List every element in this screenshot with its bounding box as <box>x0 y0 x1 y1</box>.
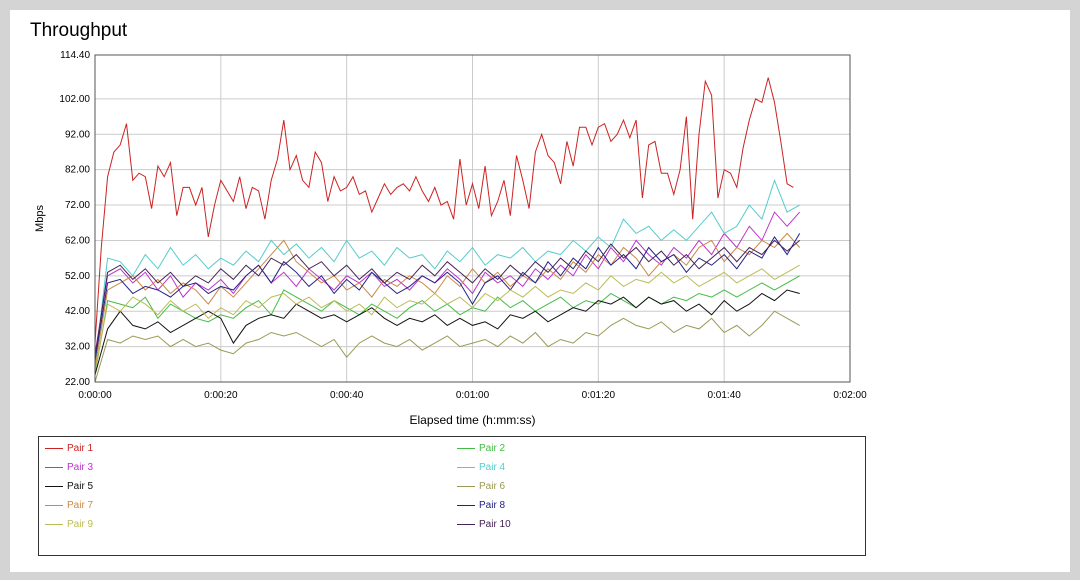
y-tick-label: 102.00 <box>59 94 90 105</box>
legend-item: Pair 5 <box>45 479 93 493</box>
legend-item: Pair 6 <box>457 479 505 493</box>
legend-label: Pair 10 <box>479 518 511 530</box>
y-tick-label: 62.00 <box>65 235 90 246</box>
x-tick-label: 0:01:40 <box>707 390 741 401</box>
x-tick-label: 0:00:00 <box>78 390 112 401</box>
legend-swatch <box>45 485 63 487</box>
y-tick-label: 32.00 <box>65 342 90 353</box>
legend-label: Pair 7 <box>67 499 94 511</box>
y-tick-label: 42.00 <box>65 306 90 317</box>
legend-item: Pair 9 <box>45 517 93 531</box>
series-line-pair-7 <box>94 232 801 368</box>
y-tick-label: 52.00 <box>65 271 90 282</box>
legend-label: Pair 8 <box>479 499 506 511</box>
series-line-pair-6 <box>94 310 800 383</box>
x-axis-label: Elapsed time (h:mm:ss) <box>409 413 535 427</box>
series-line-pair-4 <box>94 178 800 365</box>
legend-item: Pair 4 <box>457 460 505 474</box>
y-axis-label: Mbps <box>34 205 46 232</box>
legend-label: Pair 9 <box>67 518 94 530</box>
legend-label: Pair 3 <box>67 461 94 473</box>
x-tick-label: 0:00:20 <box>204 390 238 401</box>
legend-item: Pair 1 <box>45 441 93 455</box>
chart-panel: Throughput 22.00 32.00 42.00 52.00 62.00 72.0… <box>10 10 1070 572</box>
legend-swatch <box>457 504 475 506</box>
legend-label: Pair 1 <box>67 442 94 454</box>
series-line-pair-8 <box>94 233 801 361</box>
legend-item: Pair 3 <box>45 460 93 474</box>
legend-label: Pair 4 <box>479 461 506 473</box>
x-tick-label: 0:00:40 <box>330 390 364 401</box>
series-line-pair-10 <box>94 239 801 358</box>
series-line-pair-5 <box>94 289 800 376</box>
legend-swatch <box>45 447 63 449</box>
series-line-pair-1 <box>94 77 794 344</box>
legend-swatch <box>457 447 475 449</box>
legend-swatch <box>457 523 475 525</box>
chart-legend: Pair 1 Pair 2 Pair 3 Pair 4 Pair 5 Pair 6 Pair… <box>38 436 866 556</box>
legend-label: Pair 5 <box>67 480 94 492</box>
legend-swatch <box>45 504 63 506</box>
legend-label: Pair 2 <box>479 442 506 454</box>
y-tick-label: 22.00 <box>65 377 90 388</box>
x-tick-label: 0:01:20 <box>582 390 616 401</box>
y-tick-label: 92.00 <box>65 129 90 140</box>
y-tick-label: 72.00 <box>65 200 90 211</box>
legend-swatch <box>45 466 63 468</box>
legend-item: Pair 10 <box>457 517 511 531</box>
chart-title: Throughput <box>30 20 128 41</box>
series-line-pair-9 <box>94 264 800 372</box>
y-tick-label: 82.00 <box>65 165 90 176</box>
legend-item: Pair 7 <box>45 498 93 512</box>
legend-swatch <box>457 485 475 487</box>
throughput-chart: 22.00 32.00 42.00 52.00 62.00 72.00 82.00 92.00… <box>34 50 867 427</box>
series-line-pair-3 <box>94 211 801 354</box>
legend-swatch <box>45 523 63 525</box>
legend-item: Pair 2 <box>457 441 505 455</box>
y-tick-label: 114.40 <box>60 50 90 61</box>
legend-item: Pair 8 <box>457 498 505 512</box>
plot-frame <box>94 54 851 383</box>
legend-label: Pair 6 <box>479 480 506 492</box>
x-tick-label: 0:01:00 <box>456 390 490 401</box>
legend-swatch <box>457 466 475 468</box>
x-tick-label: 0:02:00 <box>833 390 867 401</box>
